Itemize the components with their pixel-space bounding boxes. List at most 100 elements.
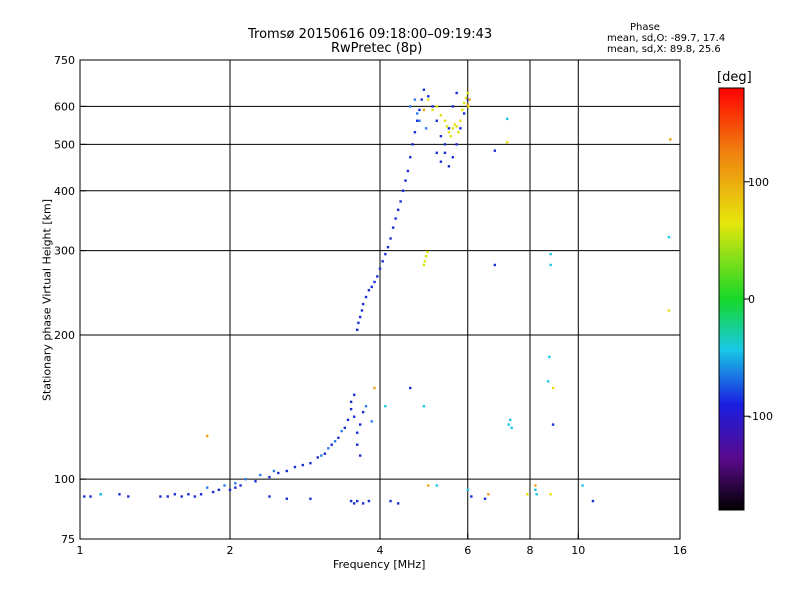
x-tick-label: 4 (377, 544, 384, 557)
data-point (99, 493, 102, 496)
data-point (187, 493, 190, 496)
data-point (89, 495, 92, 498)
data-point (423, 260, 426, 263)
data-point (669, 138, 672, 141)
data-point (422, 88, 426, 91)
data-point (451, 105, 455, 108)
data-point (418, 119, 421, 122)
y-tick-label: 750 (54, 54, 75, 67)
data-point (293, 465, 297, 469)
data-point (268, 495, 271, 498)
data-point (549, 263, 552, 267)
data-point (367, 499, 371, 503)
data-point (505, 141, 509, 144)
data-point (667, 235, 671, 239)
data-point (193, 495, 197, 498)
data-point (581, 484, 584, 487)
data-point (411, 143, 414, 146)
data-point (340, 429, 343, 433)
data-point (386, 245, 390, 249)
data-point (508, 418, 512, 422)
data-point (394, 217, 397, 220)
data-point (466, 103, 469, 106)
data-point (435, 119, 438, 122)
data-point (464, 96, 468, 100)
data-point (211, 490, 215, 494)
data-point (455, 143, 458, 146)
data-point (413, 98, 417, 101)
data-point (483, 497, 487, 500)
data-point (551, 386, 555, 390)
data-point (349, 407, 353, 411)
data-point (427, 484, 430, 487)
data-point (459, 119, 462, 122)
y-tick-label: 600 (54, 100, 75, 113)
data-point (470, 495, 473, 498)
data-point (549, 493, 552, 496)
chart-title: Tromsø 20150616 09:18:00–09:19:43 (248, 27, 493, 42)
data-point (316, 456, 319, 459)
data-point (415, 119, 419, 122)
colorbar-tick-label: 100 (748, 176, 769, 189)
data-point (378, 267, 382, 270)
data-point (391, 226, 395, 229)
data-point (384, 252, 387, 256)
data-point (352, 393, 356, 397)
phase-header: Phase (630, 22, 660, 33)
data-point (323, 452, 327, 455)
data-point (364, 295, 368, 299)
data-point (343, 426, 347, 430)
data-point (228, 488, 232, 492)
data-point (361, 302, 365, 306)
data-point (401, 189, 405, 192)
data-point (467, 105, 470, 108)
data-point (223, 484, 226, 487)
data-point (534, 488, 537, 492)
data-point (431, 108, 434, 112)
data-point (406, 169, 410, 173)
data-point (337, 436, 340, 439)
y-tick-label: 400 (54, 185, 75, 198)
data-point (422, 108, 426, 112)
y-tick-label: 75 (61, 533, 75, 546)
data-point (159, 495, 162, 498)
x-axis-label: Frequency [MHz] (333, 558, 426, 571)
data-point (462, 112, 466, 115)
data-point (466, 91, 469, 95)
data-point (320, 454, 323, 457)
data-point (435, 151, 438, 155)
data-point (455, 125, 458, 128)
data-point (396, 208, 400, 212)
data-point (389, 499, 392, 503)
data-point (466, 98, 469, 101)
data-point (505, 117, 509, 121)
data-point (459, 127, 462, 130)
data-point (461, 108, 464, 112)
data-point (381, 260, 384, 263)
colorbar-tick-label: 0 (748, 293, 755, 306)
data-point (244, 477, 247, 481)
data-point (667, 309, 671, 312)
data-point (447, 131, 451, 134)
data-point (355, 328, 359, 332)
data-point (272, 469, 276, 473)
data-point (435, 484, 438, 487)
data-point (127, 495, 130, 498)
y-tick-label: 100 (54, 473, 75, 486)
data-point (451, 127, 455, 130)
x-tick-label: 16 (673, 544, 687, 557)
data-point (548, 355, 551, 359)
data-point (333, 440, 337, 443)
data-point (435, 105, 438, 108)
phase-stats-o: mean, sd,O: -89.7, 17.4 (607, 33, 726, 44)
data-point (431, 105, 434, 108)
data-point (443, 143, 447, 146)
colorbar (718, 87, 745, 511)
colorbar-unit: [deg] (717, 70, 752, 85)
data-point (349, 400, 353, 404)
data-point (404, 179, 407, 182)
data-point (443, 119, 447, 122)
data-point (205, 434, 209, 438)
data-point (420, 98, 423, 101)
